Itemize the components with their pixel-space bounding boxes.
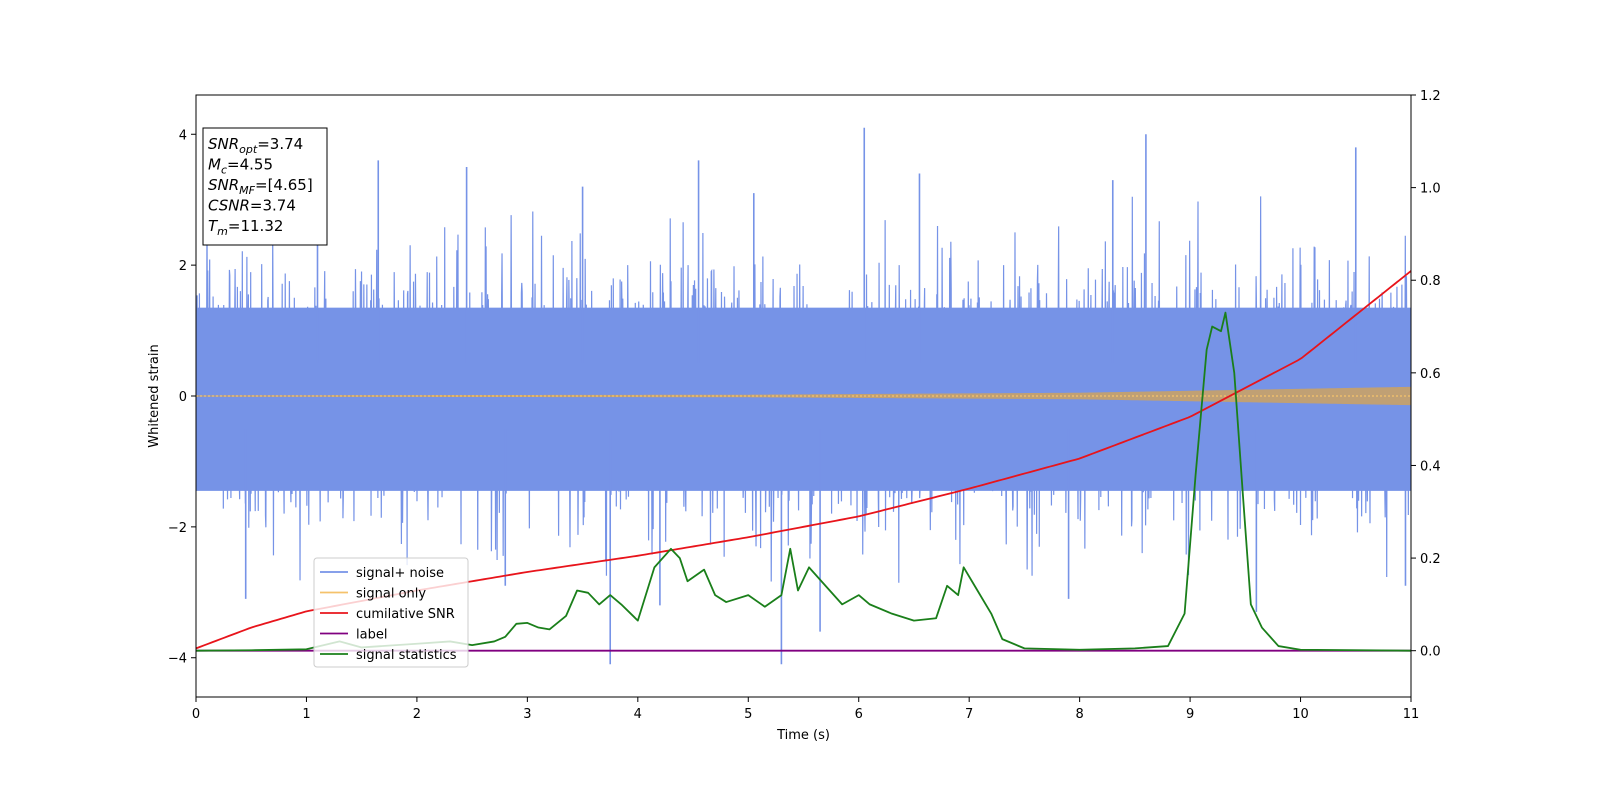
- info-box-frame: [202, 127, 328, 246]
- y-right-tick-label: 0.6: [1420, 367, 1441, 382]
- x-tick-label: 7: [965, 707, 973, 722]
- x-tick-label: 11: [1403, 707, 1420, 722]
- info-line: Mc=4.55: [208, 156, 273, 177]
- legend-entry: signal statistics: [356, 648, 457, 663]
- y-axis-label: Whitened strain: [147, 344, 162, 447]
- x-axis-label: Time (s): [776, 728, 830, 743]
- x-tick-label: 9: [1186, 707, 1194, 722]
- x-axis: 0 1 2 3 4 5 6 7 8 9 10 11: [192, 697, 1419, 722]
- x-tick-label: 0: [192, 707, 200, 722]
- x-tick-label: 8: [1075, 707, 1083, 722]
- y-left-tick-label: 4: [179, 128, 187, 143]
- y-right-tick-label: 1.2: [1420, 89, 1441, 104]
- legend-entry: signal+ noise: [356, 566, 444, 581]
- x-tick-label: 2: [413, 707, 421, 722]
- y-axis-left: −4 −2 0 2 4: [168, 128, 196, 667]
- info-line: Tm=11.32: [208, 217, 283, 238]
- y-right-tick-label: 1.0: [1420, 182, 1441, 197]
- legend-frame: [313, 557, 469, 668]
- legend: signal+ noise signal only cumilative SNR la…: [313, 557, 469, 668]
- series-signal-statistics: [196, 311, 1411, 652]
- info-line: SNRMF=[4.65]: [208, 176, 313, 197]
- legend-entry: signal only: [356, 587, 426, 602]
- y-left-tick-label: 2: [179, 259, 187, 274]
- series-signal-only: [196, 386, 1411, 406]
- y-right-tick-label: 0.8: [1420, 274, 1441, 289]
- y-axis-right: 0.0 0.2 0.4 0.6 0.8 1.0 1.2: [1411, 89, 1441, 660]
- legend-entry: cumilative SNR: [356, 607, 455, 622]
- x-tick-label: 5: [744, 707, 752, 722]
- signal-only-band: [196, 386, 1411, 406]
- y-left-tick-label: −2: [168, 521, 187, 536]
- y-right-tick-label: 0.0: [1420, 645, 1441, 660]
- x-tick-label: 4: [634, 707, 642, 722]
- y-right-tick-label: 0.2: [1420, 552, 1441, 567]
- info-line: SNRopt=3.74: [208, 135, 303, 156]
- x-tick-label: 10: [1292, 707, 1309, 722]
- y-left-tick-label: 0: [179, 390, 187, 405]
- y-right-tick-label: 0.4: [1420, 459, 1441, 474]
- info-line: CSNR=3.74: [208, 197, 296, 215]
- x-tick-label: 3: [523, 707, 531, 722]
- x-tick-label: 6: [855, 707, 863, 722]
- legend-entry: label: [356, 628, 387, 643]
- y-left-tick-label: −4: [168, 652, 187, 667]
- x-tick-label: 1: [302, 707, 310, 722]
